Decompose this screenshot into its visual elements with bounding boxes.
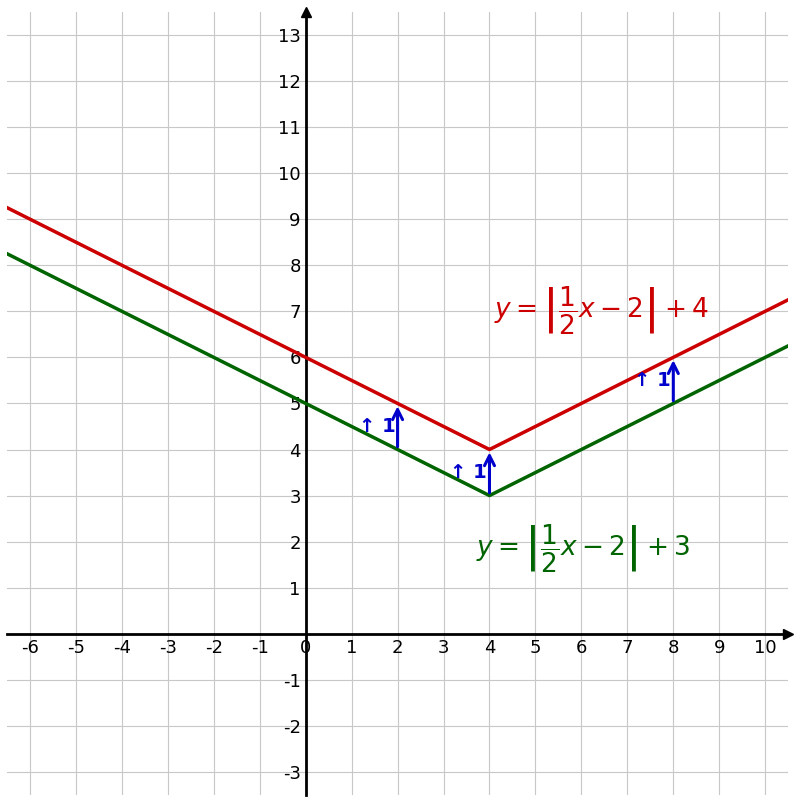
Text: $y = \left|\dfrac{1}{2}x-2\right|+4$: $y = \left|\dfrac{1}{2}x-2\right|+4$ xyxy=(494,286,709,338)
Text: ↑ 1: ↑ 1 xyxy=(450,463,487,482)
Text: ↑ 1: ↑ 1 xyxy=(634,371,671,390)
Text: ↑ 1: ↑ 1 xyxy=(358,417,395,436)
Text: $y = \left|\dfrac{1}{2}x-2\right|+3$: $y = \left|\dfrac{1}{2}x-2\right|+3$ xyxy=(476,522,690,575)
